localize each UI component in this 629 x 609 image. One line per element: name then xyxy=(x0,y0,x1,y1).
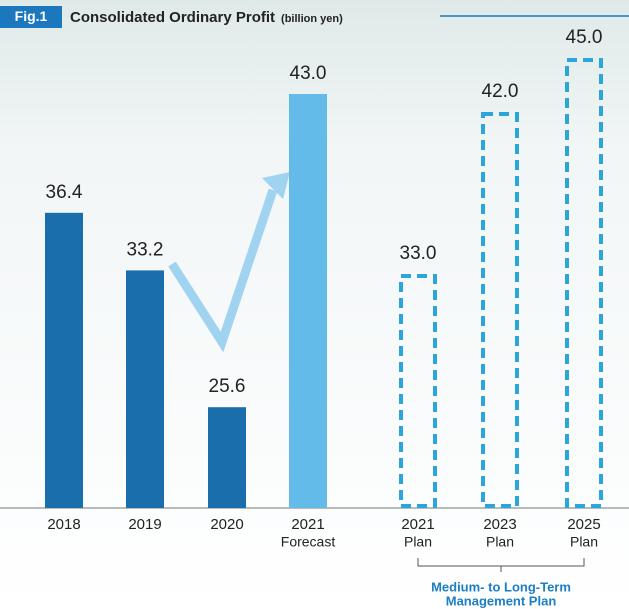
value-label: 45.0 xyxy=(566,27,603,48)
x-tick-label: 2025 xyxy=(567,516,600,533)
chart: Fig.1 Consolidated Ordinary Profit (bill… xyxy=(0,0,629,609)
value-label: 36.4 xyxy=(46,182,83,203)
bar xyxy=(45,213,83,508)
x-tick-label: Plan xyxy=(486,534,514,550)
value-label: 42.0 xyxy=(482,81,519,102)
bar xyxy=(289,94,327,508)
value-label: 43.0 xyxy=(290,63,327,84)
value-label: 25.6 xyxy=(209,376,246,397)
x-tick-label: 2021 xyxy=(291,516,324,533)
bar xyxy=(126,270,164,508)
chart-subtitle: (billion yen) xyxy=(281,13,343,25)
badge: Fig.1 xyxy=(15,8,48,24)
value-label: 33.2 xyxy=(127,239,164,260)
value-label: 33.0 xyxy=(400,243,437,264)
bar xyxy=(208,407,246,508)
x-tick-label: 2021 xyxy=(401,516,434,533)
x-tick-label: Plan xyxy=(404,534,432,550)
x-tick-label: 2020 xyxy=(210,516,243,533)
annotation: Management Plan xyxy=(446,593,557,608)
x-tick-label: Plan xyxy=(570,534,598,550)
x-tick-label: 2019 xyxy=(128,516,161,533)
x-tick-label: 2018 xyxy=(47,516,80,533)
chart-title: Consolidated Ordinary Profit xyxy=(70,9,275,26)
x-tick-label: Forecast xyxy=(281,534,336,550)
x-tick-label: 2023 xyxy=(483,516,516,533)
annotation: Medium- to Long-Term xyxy=(431,579,571,594)
